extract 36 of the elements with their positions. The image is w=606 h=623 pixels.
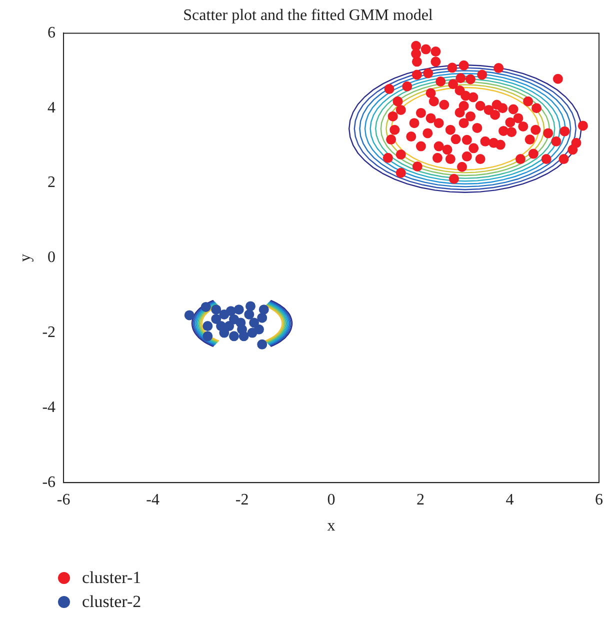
point — [258, 304, 269, 315]
point — [184, 310, 194, 320]
y-tick-label: -2 — [42, 324, 56, 342]
x-tick-label: 0 — [327, 491, 336, 508]
point — [245, 301, 256, 312]
point — [237, 324, 248, 334]
point — [257, 312, 268, 323]
x-axis-title: x — [327, 518, 336, 535]
point — [211, 304, 222, 315]
x-tick-label: -2 — [235, 491, 249, 508]
point — [228, 314, 239, 324]
point — [228, 331, 239, 342]
legend-label: cluster-2 — [82, 592, 142, 612]
point — [202, 331, 213, 342]
point — [211, 314, 222, 324]
y-axis-title: y — [16, 254, 34, 262]
y-tick-label: 4 — [48, 99, 56, 116]
legend-label: cluster-1 — [82, 568, 142, 588]
point — [234, 304, 244, 315]
point — [216, 321, 226, 332]
point — [249, 318, 260, 328]
x-tick-label: 2 — [416, 491, 425, 508]
x-tick-label: -4 — [146, 491, 160, 508]
y-tick-label: -6 — [42, 474, 56, 491]
x-tick-label: 6 — [595, 491, 603, 508]
point — [257, 339, 268, 350]
point — [202, 321, 213, 332]
x-tick-label: 4 — [506, 491, 514, 508]
point — [200, 302, 211, 312]
chart-title: Scatter plot and the fitted GMM model — [183, 6, 434, 24]
point — [244, 309, 254, 320]
y-tick-label: 0 — [48, 249, 56, 266]
y-tick-label: 6 — [48, 24, 56, 42]
point — [247, 328, 258, 338]
y-tick-label: -4 — [42, 398, 56, 416]
y-tick-label: 2 — [48, 174, 56, 192]
